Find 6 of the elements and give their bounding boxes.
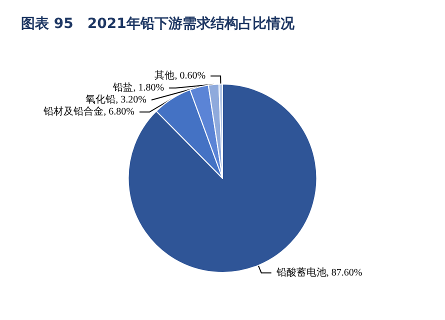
slice-label: 铅材及铅合金, 6.80% xyxy=(42,106,134,118)
slice-label: 其他, 0.60% xyxy=(154,70,206,82)
slice-label: 铅酸蓄电池, 87.60% xyxy=(275,266,362,278)
chart-title: 图表 95 2021年铅下游需求结构占比情况 xyxy=(21,16,296,32)
slice-label: 氧化铅, 3.20% xyxy=(86,94,146,106)
slice-label: 铅盐, 1.80% xyxy=(112,82,164,94)
